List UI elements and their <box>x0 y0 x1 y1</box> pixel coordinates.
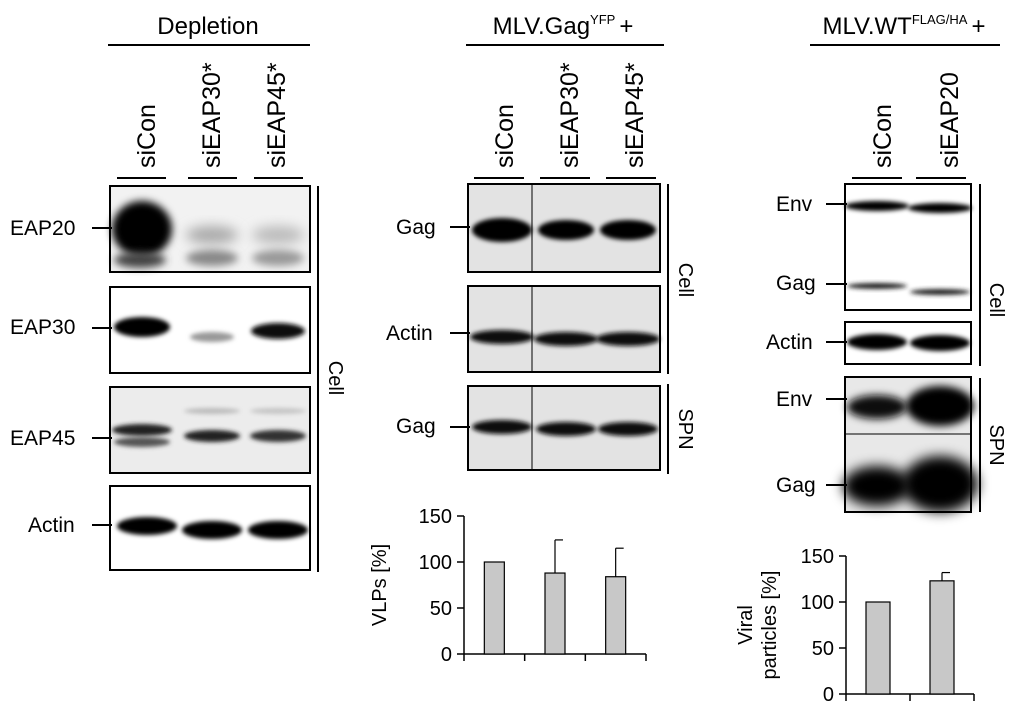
row-label-eap30: EAP30 <box>10 316 75 339</box>
row-label-actin: Actin <box>766 331 813 354</box>
lane-label-sicon: siCon <box>491 104 519 168</box>
row-label-actin: Actin <box>28 514 75 537</box>
vlps-bar-chart: 0 50 100 150 VLPs [%] <box>369 506 647 666</box>
blot-gag-spn <box>467 385 661 471</box>
y-tick-label: 0 <box>441 644 452 666</box>
side-label-spn: SPN <box>674 408 696 449</box>
y-tick-label: 150 <box>801 546 834 568</box>
bar-2 <box>929 580 955 695</box>
y-tick-label: 50 <box>430 598 452 620</box>
row-label-env: Env <box>776 388 813 411</box>
blot-actin-depletion <box>109 485 311 571</box>
lane-label-sicon: siCon <box>869 104 897 168</box>
panel-gag-yfp: MLV.GagYFP + siCon siEAP30* siEAP45* Gag <box>369 12 696 666</box>
blot-eap20 <box>109 185 311 273</box>
panel-wt-flag: MLV.WTFLAG/HA + siCon siEAP20 Env Gag Act… <box>735 12 1007 706</box>
y-tick-label: 150 <box>419 506 452 528</box>
row-label-actin: Actin <box>386 322 433 345</box>
bar-1 <box>483 561 505 655</box>
y-tick-label: 100 <box>801 592 834 614</box>
row-label-gag: Gag <box>396 415 436 438</box>
lane-label-sicon: siCon <box>133 104 161 168</box>
y-axis-label: particles [%] <box>759 571 781 680</box>
bar-2 <box>544 572 566 655</box>
y-tick-label: 0 <box>823 684 834 706</box>
y-tick-label: 50 <box>812 638 834 660</box>
side-label-cell: Cell <box>674 263 696 297</box>
blot-eap45 <box>109 386 311 474</box>
lane-label-sieap20: siEAP20 <box>936 72 964 168</box>
row-label-gag: Gag <box>396 216 436 239</box>
blot-env-gag-spn <box>843 376 978 513</box>
row-label-eap45: EAP45 <box>10 427 75 450</box>
side-label-cell: Cell <box>985 283 1007 317</box>
y-axis-label: VLPs [%] <box>369 544 391 626</box>
blot-actin-gag <box>467 285 661 373</box>
y-axis-label: Viral <box>735 605 757 645</box>
row-label-gag: Gag <box>776 474 816 497</box>
lane-label-sieap30: siEAP30* <box>556 62 584 168</box>
blot-gag-cell <box>467 183 661 273</box>
panel-header-depletion: Depletion <box>157 13 258 40</box>
viral-particles-bar-chart: 0 50 100 150 Viral particles [%] <box>735 546 975 706</box>
blot-eap30 <box>109 286 311 374</box>
lane-label-sieap30: siEAP30* <box>198 62 226 168</box>
blot-env-gag-cell <box>844 183 972 311</box>
row-label-env: Env <box>776 193 813 216</box>
panel-depletion: Depletion siCon siEAP30* siEAP45* EAP20 <box>10 13 346 572</box>
panel-header-gag-yfp: MLV.GagYFP + <box>493 12 634 40</box>
panel-header-wt-flag: MLV.WTFLAG/HA + <box>823 12 986 40</box>
blot-actin-wt <box>844 321 972 365</box>
row-label-eap20: EAP20 <box>10 217 75 240</box>
y-tick-label: 100 <box>419 552 452 574</box>
side-label-cell: Cell <box>324 361 346 395</box>
bar-1 <box>865 601 891 695</box>
lane-label-sieap45: siEAP45* <box>621 62 649 168</box>
bar-3 <box>605 576 627 655</box>
row-label-gag: Gag <box>776 272 816 295</box>
lane-label-sieap45: siEAP45* <box>263 62 291 168</box>
side-label-spn: SPN <box>985 424 1007 465</box>
